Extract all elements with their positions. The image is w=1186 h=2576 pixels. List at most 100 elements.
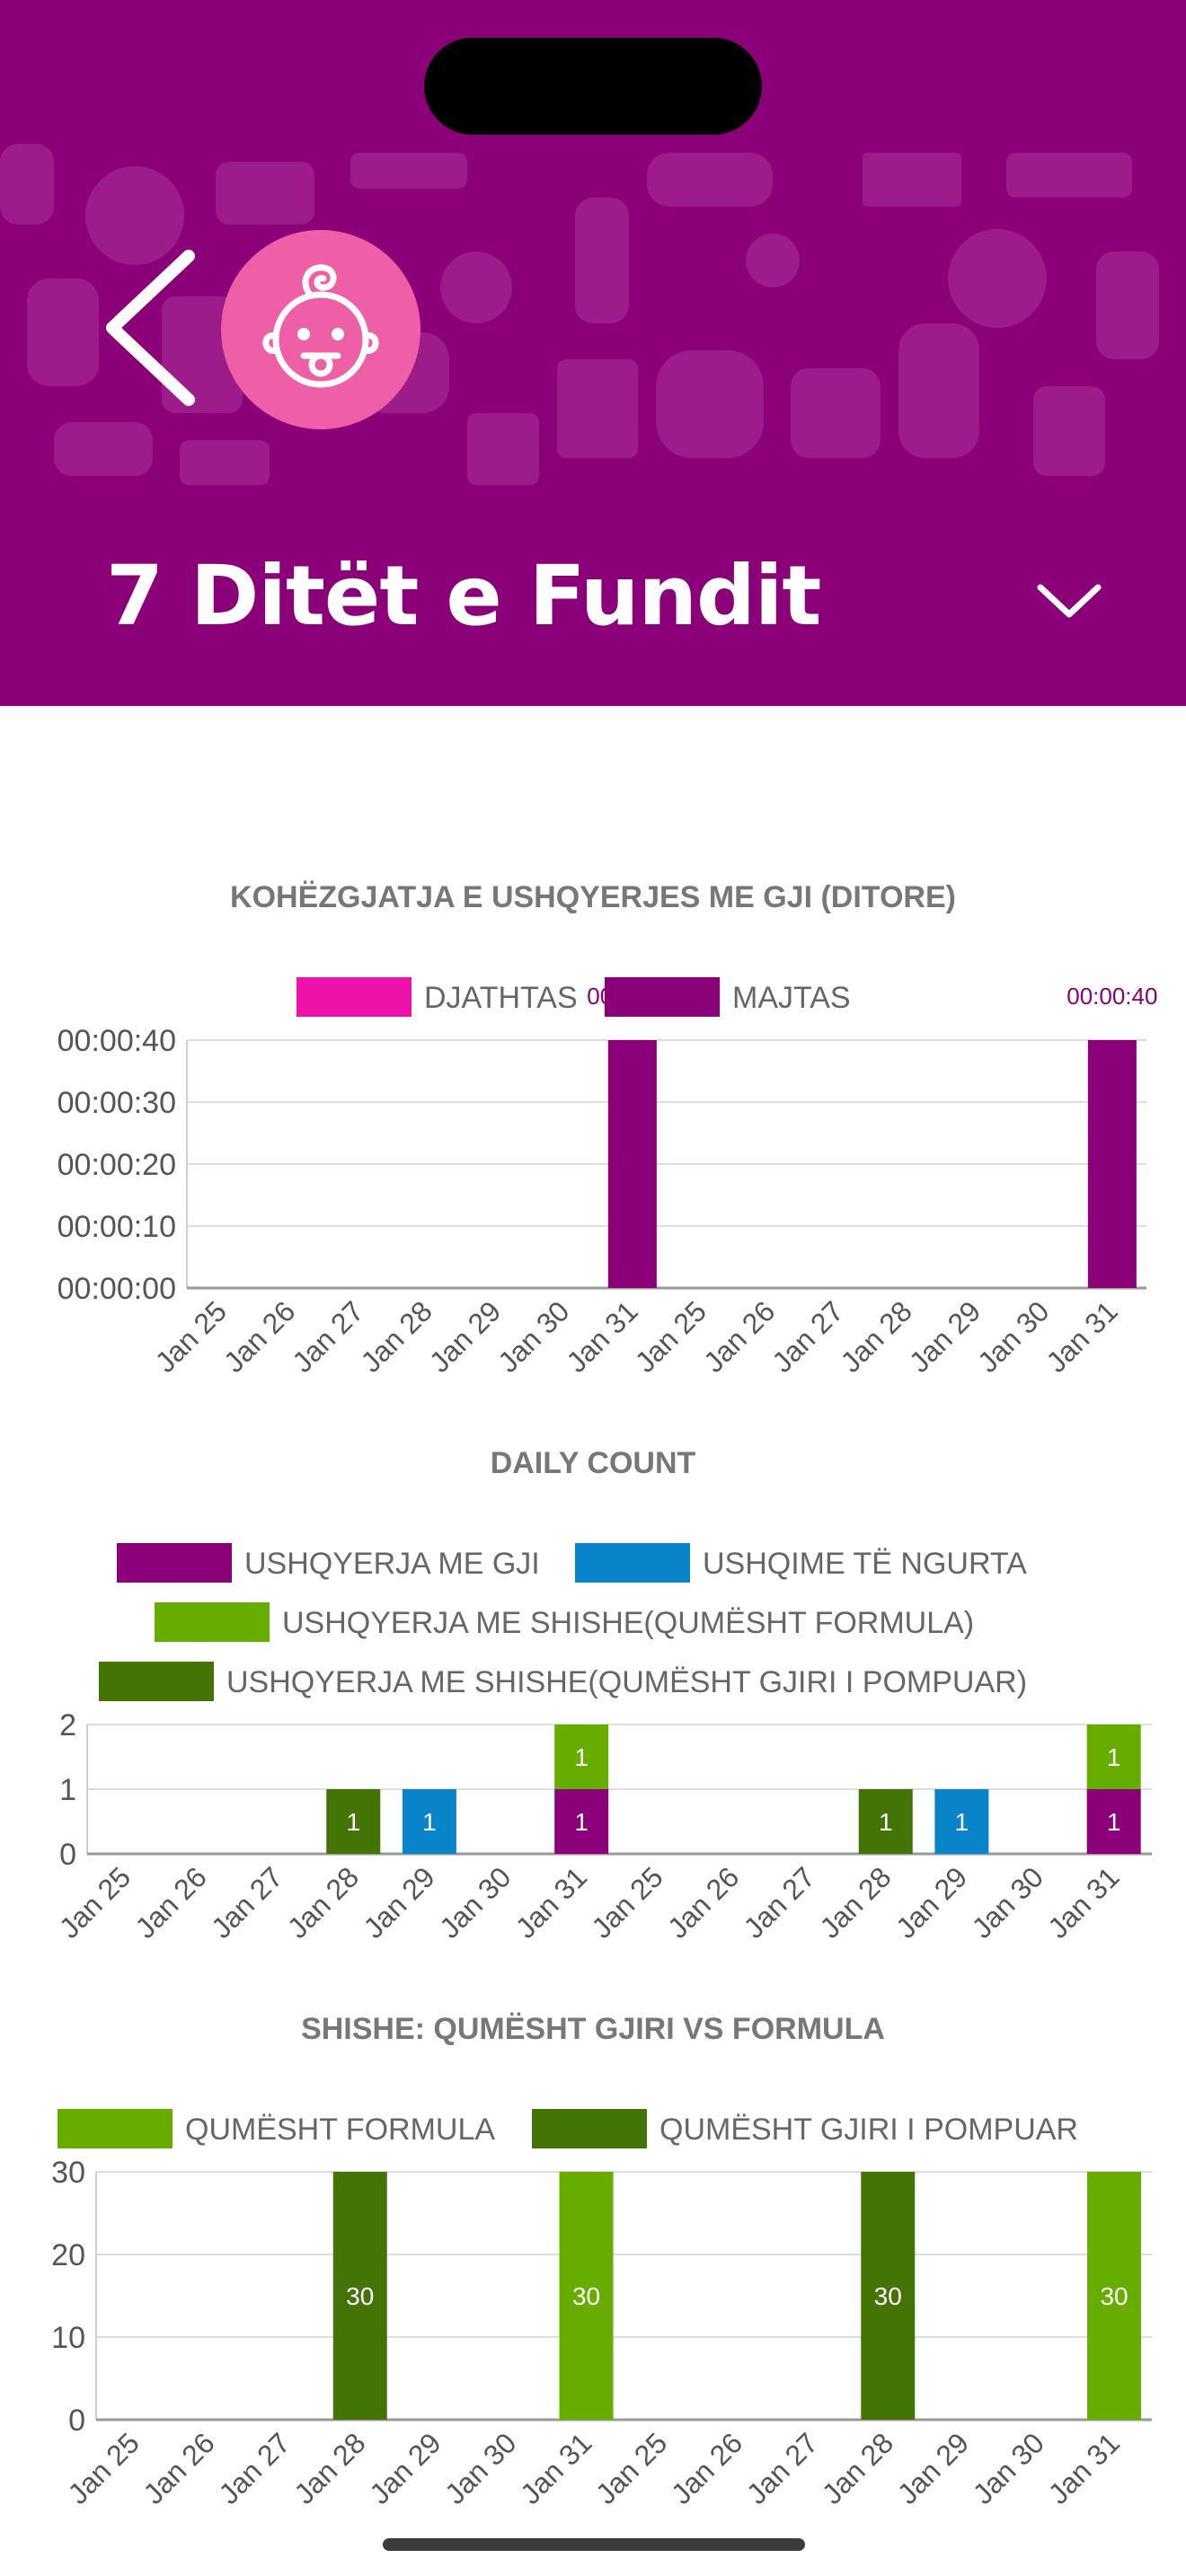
x-tick-label: Jan 31 xyxy=(1041,1860,1125,1944)
chart-svg: KOHËZGJATJA E USHQYERJES ME GJI (DITORE)… xyxy=(58,880,1158,1379)
bar-value-label: 1 xyxy=(346,1808,360,1836)
legend-label: QUMËSHT GJIRI I POMPUAR xyxy=(659,2113,1078,2147)
chevron-down-icon xyxy=(1037,584,1102,618)
baby-avatar[interactable] xyxy=(221,230,420,429)
x-tick-label: Jan 27 xyxy=(212,2426,296,2510)
x-tick-label: Jan 27 xyxy=(205,1860,288,1944)
legend-label: USHQIME TË NGURTA xyxy=(703,1547,1027,1581)
y-tick-label: 00:00:00 xyxy=(58,1272,176,1306)
legend-label: USHQYERJA ME GJI xyxy=(244,1547,540,1581)
chart-svg: DAILY COUNT USHQYERJA ME GJI USHQIME TË NG… xyxy=(53,1446,1152,1945)
x-tick-label: Jan 25 xyxy=(149,1294,233,1378)
legend-swatch xyxy=(155,1602,270,1642)
legend-swatch xyxy=(58,2109,173,2148)
home-indicator[interactable] xyxy=(383,2538,805,2551)
x-tick-label: Jan 26 xyxy=(217,1294,301,1378)
x-tick-label: Jan 28 xyxy=(816,2426,899,2510)
y-tick-label: 0 xyxy=(59,1838,76,1872)
y-tick-label: 1 xyxy=(59,1773,76,1807)
legend-label: USHQYERJA ME SHISHE(QUMËSHT GJIRI I POMP… xyxy=(226,1665,1027,1699)
x-tick-label: Jan 26 xyxy=(661,1860,745,1944)
breastfeeding-duration-chart: KOHËZGJATJA E USHQYERJES ME GJI (DITORE)… xyxy=(0,862,1186,1419)
x-tick-label: Jan 31 xyxy=(1040,1294,1123,1378)
bar xyxy=(554,1725,609,1789)
bar xyxy=(332,2172,387,2420)
legend-label: MAJTAS xyxy=(732,981,851,1015)
bar-value-label: 1 xyxy=(955,1808,969,1836)
x-tick-label: Jan 28 xyxy=(813,1860,897,1944)
y-tick-label: 00:00:10 xyxy=(58,1210,176,1244)
bar-value-label: 00:00:40 xyxy=(587,983,677,1010)
legend-label: QUMËSHT FORMULA xyxy=(185,2113,495,2147)
bar-value-label: 1 xyxy=(422,1808,437,1836)
bar xyxy=(1086,1789,1141,1854)
x-tick-label: Jan 25 xyxy=(589,2426,673,2510)
x-tick-label: Jan 26 xyxy=(129,1860,213,1944)
y-tick-label: 0 xyxy=(68,2404,85,2438)
baby-items-background-pattern xyxy=(0,144,1159,485)
chart-title: SHISHE: QUMËSHT GJIRI VS FORMULA xyxy=(301,2012,885,2046)
legend-swatch xyxy=(117,1543,232,1583)
x-tick-label: Jan 29 xyxy=(903,1294,987,1378)
bar-value-label: 1 xyxy=(1107,1743,1121,1771)
bar-value-label: 1 xyxy=(574,1808,589,1836)
x-tick-label: Jan 27 xyxy=(766,1294,849,1378)
x-tick-label: Jan 26 xyxy=(665,2426,748,2510)
bar xyxy=(554,1789,609,1854)
x-tick-label: Jan 26 xyxy=(137,2426,220,2510)
legend-swatch xyxy=(605,977,720,1017)
x-tick-label: Jan 31 xyxy=(509,1860,593,1944)
bar xyxy=(607,1040,657,1288)
y-tick-label: 00:00:20 xyxy=(58,1148,176,1182)
x-tick-label: Jan 28 xyxy=(835,1294,918,1378)
chevron-left-icon xyxy=(106,250,195,406)
bar xyxy=(1087,1040,1137,1288)
bottle-milk-chart: SHISHE: QUMËSHT GJIRI VS FORMULA QUMËSHT … xyxy=(0,1994,1186,2533)
x-tick-label: Jan 28 xyxy=(281,1860,365,1944)
bar-value-label: 30 xyxy=(1100,2282,1128,2310)
x-tick-label: Jan 25 xyxy=(585,1860,668,1944)
legend-swatch xyxy=(99,1662,214,1701)
x-tick-label: Jan 31 xyxy=(560,1294,643,1378)
chart-title: DAILY COUNT xyxy=(491,1446,696,1480)
bar-value-label: 30 xyxy=(346,2282,374,2310)
x-tick-label: Jan 25 xyxy=(629,1294,712,1378)
x-tick-label: Jan 29 xyxy=(363,2426,447,2510)
x-tick-label: Jan 29 xyxy=(891,2426,975,2510)
x-tick-label: Jan 30 xyxy=(433,1860,517,1944)
x-tick-label: Jan 28 xyxy=(288,2426,371,2510)
bar xyxy=(1086,1725,1141,1789)
legend-label: DJATHTAS xyxy=(424,981,578,1015)
daily-count-chart: DAILY COUNT USHQYERJA ME GJI USHQIME TË NG… xyxy=(0,1428,1186,1985)
x-tick-label: Jan 30 xyxy=(971,1294,1055,1378)
x-tick-label: Jan 30 xyxy=(438,2426,522,2510)
x-tick-label: Jan 25 xyxy=(53,1860,137,1944)
bar-value-label: 1 xyxy=(1107,1808,1121,1836)
y-tick-label: 30 xyxy=(51,2156,85,2190)
back-button[interactable] xyxy=(99,243,207,413)
bar xyxy=(326,1789,381,1854)
bar xyxy=(861,2172,916,2420)
baby-face-icon xyxy=(262,264,379,388)
x-tick-label: Jan 31 xyxy=(1042,2426,1126,2510)
x-tick-label: Jan 30 xyxy=(967,2426,1050,2510)
page-title: 7 Ditët e Fundit xyxy=(106,548,821,644)
bar xyxy=(934,1789,989,1854)
y-tick-label: 10 xyxy=(51,2321,85,2355)
legend-label: USHQYERJA ME SHISHE(QUMËSHT FORMULA) xyxy=(282,1606,974,1640)
y-tick-label: 2 xyxy=(59,1708,76,1742)
camera-notch xyxy=(424,38,762,135)
x-tick-label: Jan 28 xyxy=(355,1294,438,1378)
bar xyxy=(1087,2172,1142,2420)
date-range-dropdown[interactable] xyxy=(1033,575,1105,629)
legend-swatch xyxy=(575,1543,690,1583)
bar-value-label: 1 xyxy=(574,1743,589,1771)
header: 7 Ditët e Fundit xyxy=(0,0,1186,706)
bar xyxy=(402,1789,456,1854)
bar-value-label: 00:00:40 xyxy=(1067,983,1157,1010)
x-tick-label: Jan 29 xyxy=(357,1860,440,1944)
bar xyxy=(858,1789,913,1854)
bar xyxy=(559,2172,614,2420)
chart-title: KOHËZGJATJA E USHQYERJES ME GJI (DITORE) xyxy=(230,880,956,914)
x-tick-label: Jan 31 xyxy=(514,2426,597,2510)
